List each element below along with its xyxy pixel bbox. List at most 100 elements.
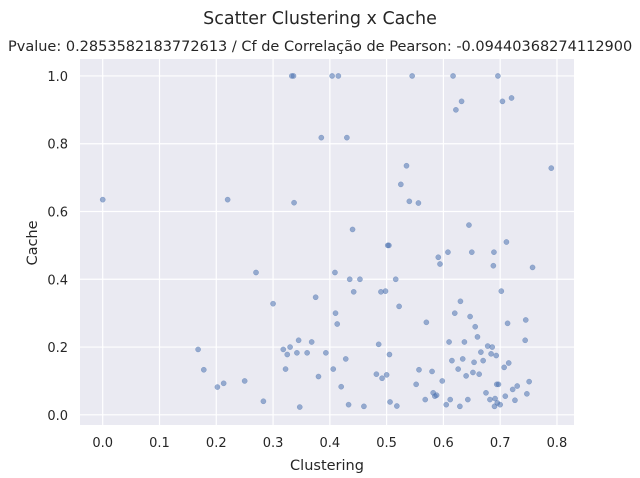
scatter-point [345, 401, 352, 408]
scatter-point [457, 403, 463, 410]
scatter-point [373, 371, 380, 378]
scatter-point [455, 366, 462, 372]
scatter-point [453, 106, 459, 113]
scatter-point [457, 298, 464, 305]
scatter-point [466, 222, 472, 228]
scatter-point [449, 357, 455, 364]
scatter-point [361, 403, 367, 410]
scatter-point [464, 396, 471, 403]
scatter-point [330, 366, 337, 372]
scatter-point [291, 199, 297, 206]
x-tick-label: 0.4 [319, 436, 340, 451]
scatter-point [489, 344, 496, 350]
y-tick-label: 0.6 [47, 206, 68, 221]
scatter-point [295, 337, 302, 344]
scatter-point [491, 249, 497, 256]
scatter-point [397, 181, 404, 188]
chart-subtitle: Pvalue: 0.2853582183772613 / Cf de Corre… [8, 39, 632, 55]
scatter-point [296, 404, 303, 410]
scatter-point [342, 356, 349, 362]
scatter-point [524, 390, 530, 397]
scatter-point [470, 369, 476, 376]
scatter-point [338, 383, 345, 390]
scatter-point [492, 395, 498, 402]
scatter-point [241, 378, 248, 384]
x-axis-ticks: 0.0 0.1 0.2 0.3 0.4 0.5 0.6 0.7 0.8 [92, 436, 567, 451]
scatter-point [282, 366, 289, 372]
scatter-point [468, 249, 475, 256]
scatter-point [403, 162, 410, 169]
scatter-point [393, 403, 400, 409]
scatter-point [396, 303, 402, 310]
scatter-point [413, 381, 419, 388]
scatter-point [512, 397, 518, 404]
scatter-point [439, 378, 446, 384]
y-tick-label: 0.0 [47, 409, 68, 424]
scatter-point [308, 339, 315, 345]
scatter-point [443, 401, 450, 408]
scatter-point [260, 398, 267, 405]
scatter-point [522, 317, 529, 323]
scatter-point [522, 337, 529, 344]
scatter-point [451, 310, 458, 317]
y-tick-label: 0.4 [47, 273, 68, 288]
scatter-point [504, 320, 511, 327]
x-tick-label: 0.3 [263, 436, 284, 451]
scatter-point [349, 226, 356, 233]
scatter-point [502, 393, 509, 400]
scatter-point [357, 276, 363, 283]
scatter-point [490, 262, 497, 269]
scatter-point [447, 396, 454, 403]
scatter-point [416, 366, 422, 373]
scatter-point [253, 269, 259, 276]
scatter-point [498, 288, 505, 294]
x-tick-label: 0.8 [547, 436, 568, 451]
scatter-point [493, 352, 500, 359]
scatter-point [474, 334, 481, 340]
scatter-point [483, 389, 489, 396]
scatter-point [335, 73, 342, 79]
scatter-point [323, 349, 329, 356]
scatter-point [450, 73, 456, 79]
scatter-point [287, 344, 293, 350]
scatter-point [406, 198, 413, 205]
scatter-point [423, 319, 430, 326]
scatter-point [386, 242, 392, 249]
scatter-point [195, 346, 201, 353]
y-tick-label: 1.0 [47, 70, 68, 85]
scatter-point [200, 366, 207, 373]
scatter-point [505, 360, 512, 366]
scatter-point [220, 380, 227, 387]
scatter-point [280, 346, 287, 353]
scatter-point [382, 288, 389, 294]
scatter-point [383, 371, 390, 378]
scatter-point [503, 239, 510, 245]
scatter-point [224, 196, 231, 203]
scatter-point [526, 378, 532, 385]
plot-area [80, 59, 574, 425]
scatter-point [476, 371, 483, 378]
scatter-point [529, 264, 536, 271]
scatter-point [318, 134, 325, 141]
scatter-point [467, 313, 473, 320]
x-tick-label: 0.1 [149, 436, 170, 451]
y-tick-label: 0.2 [47, 341, 68, 356]
x-tick-label: 0.6 [433, 436, 454, 451]
x-tick-label: 0.7 [490, 436, 511, 451]
scatter-point [495, 73, 501, 79]
scatter-point [329, 73, 335, 79]
scatter-point [548, 165, 555, 171]
scatter-point [344, 134, 350, 141]
scatter-point [379, 375, 385, 382]
scatter-point [312, 294, 319, 301]
scatter-point [433, 392, 440, 399]
data-points [99, 73, 555, 410]
scatter-point [458, 98, 465, 105]
scatter-point [480, 357, 486, 364]
scatter-point [488, 350, 494, 357]
scatter-point [471, 359, 477, 366]
scatter-point [392, 276, 399, 283]
scatter-point [509, 386, 516, 393]
scatter-point [375, 341, 382, 348]
